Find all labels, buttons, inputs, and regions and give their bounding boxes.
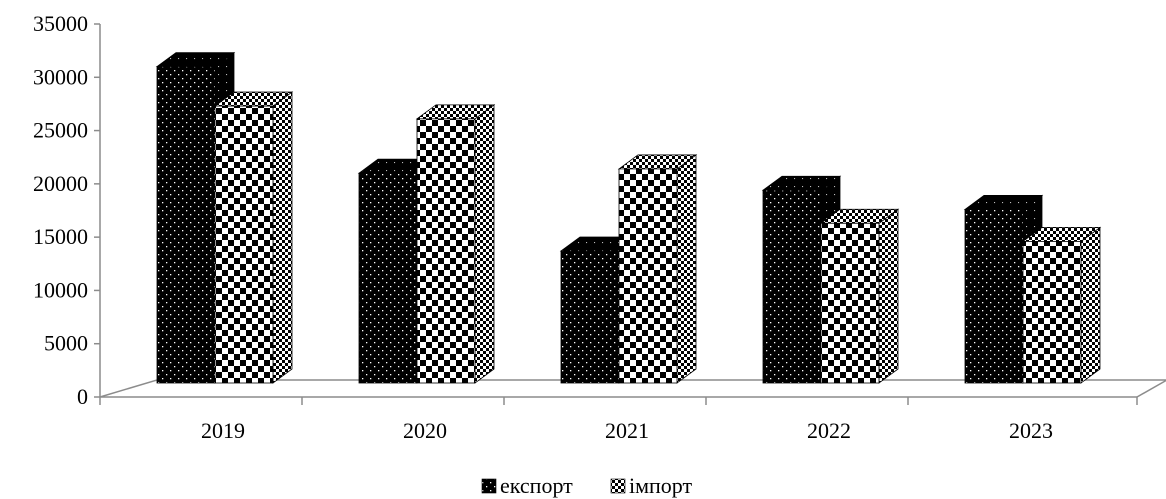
bar-2023-import [1021, 226, 1102, 384]
bar-front [560, 250, 620, 384]
x-tick-label: 2023 [1009, 418, 1053, 443]
bar-front [762, 189, 822, 384]
bar-side [1080, 226, 1101, 384]
bar-2020-import [415, 104, 496, 384]
bar-front [358, 172, 418, 384]
y-tick-label: 25000 [33, 118, 88, 143]
bar-side [272, 91, 293, 384]
y-tick-label: 0 [77, 384, 88, 409]
x-tick-label: 2019 [201, 418, 245, 443]
x-tick-label: 2021 [605, 418, 649, 443]
y-tick-label: 30000 [33, 64, 88, 89]
y-tick-label: 20000 [33, 171, 88, 196]
bar-front [820, 222, 880, 384]
legend-swatch-export [481, 478, 497, 494]
x-tick-label: 2020 [403, 418, 447, 443]
y-tick-label: 10000 [33, 277, 88, 302]
x-axis-labels: 2019 2020 2021 2022 2023 [201, 418, 1053, 443]
legend-label-export: експорт [500, 473, 573, 498]
bar-2021-import [617, 154, 698, 384]
legend-swatch-import [610, 478, 626, 494]
bar-2022-import [819, 208, 900, 384]
bar-side [676, 154, 697, 384]
y-tick-label: 15000 [33, 224, 88, 249]
bar-2019-import [213, 91, 294, 384]
y-tick-label: 5000 [44, 331, 88, 356]
x-tick-label: 2022 [807, 418, 851, 443]
bar-front [964, 209, 1024, 384]
bar-side [474, 104, 495, 384]
bar-front [156, 66, 216, 384]
bar-front [1022, 241, 1082, 384]
bar-side [878, 208, 899, 384]
y-tick-label: 35000 [33, 11, 88, 36]
bars [155, 51, 1102, 384]
bar-front [214, 105, 274, 384]
legend-label-import: імпорт [629, 473, 693, 498]
bar-front [416, 118, 476, 384]
y-axis-ticks: 0 5000 10000 15000 20000 25000 30000 35000 [33, 11, 100, 409]
bar-front [618, 168, 678, 384]
legend: експорт імпорт [481, 473, 693, 498]
